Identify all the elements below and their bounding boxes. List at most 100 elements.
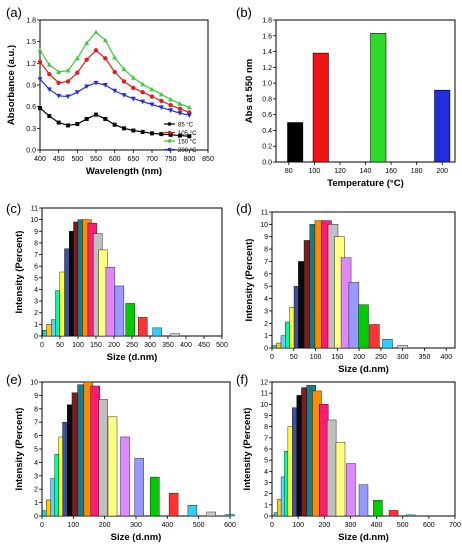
bar [152, 327, 162, 337]
bar [107, 416, 118, 517]
y-tick-label: 4 [264, 296, 268, 303]
y-axis-label: Intensity (Percent) [14, 231, 25, 314]
data-point [56, 120, 61, 125]
y-tick-label: 1.5 [26, 39, 36, 46]
x-tick-label: 700 [146, 156, 158, 163]
y-tick-label: 9 [34, 393, 38, 400]
y-tick-label: 1.0 [262, 81, 272, 88]
y-tick-label: 5 [34, 275, 38, 282]
data-point [112, 122, 117, 127]
data-point [65, 67, 71, 73]
y-tick-label: 0.6 [26, 104, 36, 111]
panel-f: (f)0 100 200 300 400 500 600 700012345678910111… [236, 372, 461, 543]
x-axis-label: Size (d.nm) [111, 532, 162, 543]
bar [206, 511, 216, 517]
x-tick-label: 350 [419, 354, 431, 361]
data-point [149, 102, 155, 108]
data-point [84, 84, 90, 90]
data-point [84, 57, 89, 62]
bar [373, 500, 383, 517]
y-tick-label: 6 [34, 264, 38, 271]
x-tick-label: 400 [180, 342, 192, 349]
y-tick-label: 10 [30, 380, 38, 387]
bar [382, 339, 393, 349]
data-point [38, 106, 42, 111]
y-axis-label: Absorbance (a.u.) [6, 45, 17, 125]
data-point [159, 132, 164, 137]
y-tick-label: 0.3 [26, 126, 36, 133]
y-tick-label: 0.9 [26, 83, 36, 90]
x-tick-label: 250 [126, 342, 138, 349]
data-point [168, 132, 173, 137]
x-tick-label: 800 [183, 156, 195, 163]
legend-label: 200 °C [178, 148, 197, 154]
data-point [130, 75, 136, 80]
y-tick-label: 2 [264, 321, 268, 328]
y-tick-label: 9 [264, 234, 268, 241]
y-tick-label: 7 [34, 252, 38, 259]
y-tick-label: 0 [34, 334, 38, 341]
data-point [37, 59, 43, 65]
x-tick-label: 500 [193, 522, 205, 529]
x-tick-label: 80 [285, 168, 293, 175]
data-point [121, 79, 127, 84]
data-point [149, 94, 155, 99]
panel-e: (e) 0 100 200 300 400 500 600 0 1 2 3 4 5 6 7 8 9 10 Size (… [6, 372, 236, 543]
y-tick-label: 1 [264, 333, 268, 340]
y-tick-label: 5 [34, 447, 38, 454]
y-tick-label: 11 [31, 206, 38, 213]
data-point [56, 69, 62, 74]
x-axis-label: Size (d.nm) [338, 364, 389, 375]
y-tick-label: 1.2 [262, 65, 272, 72]
bar [346, 463, 356, 517]
y-tick-label: 5 [264, 458, 268, 465]
bar [170, 333, 180, 337]
y-tick-label: 11 [261, 210, 268, 217]
y-tick-label: 1.6 [262, 33, 272, 40]
bar [370, 33, 387, 163]
y-tick-label: 10 [30, 217, 38, 224]
y-tick-label: 0.4 [262, 128, 272, 135]
data-point [140, 129, 145, 134]
x-tick-label: 250 [375, 354, 387, 361]
data-point [131, 85, 136, 91]
y-tick-label: 6 [34, 433, 38, 440]
y-tick-label: 0 [34, 514, 38, 521]
data-point [112, 69, 117, 75]
x-tick-label: 850 [202, 156, 214, 163]
data-point [131, 128, 136, 133]
x-tick-label: 150 [90, 342, 102, 349]
x-tick-label: 200 [99, 522, 111, 529]
y-axis-label: Intensity (Percent) [14, 408, 25, 491]
y-tick-label: 1.8 [262, 18, 272, 25]
bar [125, 303, 135, 337]
y-tick-label: 4 [34, 460, 38, 467]
panel-letter: (c) [6, 201, 21, 216]
data-point [177, 101, 183, 106]
bar [168, 493, 179, 517]
bar [405, 514, 416, 517]
panel-letter: (e) [6, 372, 22, 387]
x-tick-label: 0 [40, 342, 44, 349]
data-point [66, 123, 70, 128]
y-tick-label: 7 [34, 420, 38, 427]
bar [358, 484, 369, 517]
x-tick-label: 200 [436, 168, 448, 175]
x-tick-label: 650 [127, 156, 139, 163]
bar [335, 442, 346, 517]
y-tick-label: 8 [264, 424, 268, 431]
data-point [168, 103, 173, 108]
bar [348, 282, 360, 349]
bar [98, 399, 108, 517]
y-tick-label: 2 [34, 487, 38, 494]
data-point [46, 62, 52, 67]
bar [225, 514, 235, 517]
y-tick-label: 1.4 [262, 49, 272, 56]
bar [369, 324, 380, 349]
y-tick-label: 4 [264, 469, 268, 476]
x-tick-label: 0 [40, 522, 44, 529]
x-tick-label: 150 [332, 354, 344, 361]
legend-label: 105 °C [178, 131, 197, 137]
x-tick-label: 300 [130, 522, 142, 529]
data-point [65, 79, 71, 84]
